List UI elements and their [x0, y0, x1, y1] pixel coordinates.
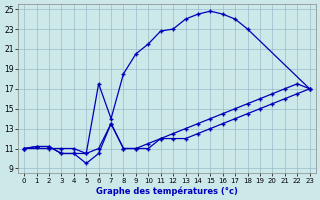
- X-axis label: Graphe des températures (°c): Graphe des températures (°c): [96, 186, 238, 196]
